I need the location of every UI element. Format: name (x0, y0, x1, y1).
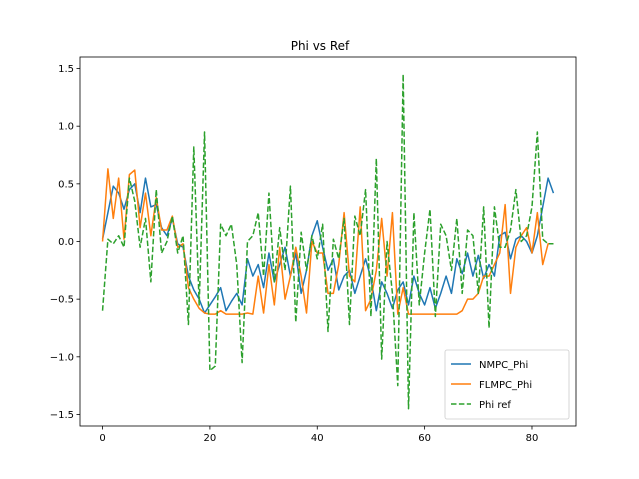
x-tick-label: 40 (311, 433, 324, 444)
axes: 0 20 40 60 80 −1.5 −1.0 −0.5 0.0 0.5 1.0 1.5 (50, 64, 539, 444)
y-tick-label: 0.0 (58, 237, 74, 248)
legend-label: FLMPC_Phi (479, 380, 532, 391)
x-tick-label: 80 (526, 433, 539, 444)
legend-label: NMPC_Phi (479, 360, 528, 371)
legend: NMPC_Phi FLMPC_Phi Phi ref (444, 349, 570, 420)
y-tick-label: 1.5 (58, 64, 74, 75)
x-tick-label: 60 (418, 433, 431, 444)
y-tick-label: −1.0 (50, 352, 74, 363)
y-tick-label: 1.0 (58, 122, 74, 133)
y-tick-label: −1.5 (50, 410, 74, 421)
plot-area (101, 73, 555, 410)
legend-label: Phi ref (479, 400, 511, 411)
series-line-phi-ref (101, 73, 554, 410)
y-tick-label: 0.5 (58, 179, 74, 190)
x-tick-label: 0 (99, 433, 105, 444)
chart-title: Phi vs Ref (291, 39, 350, 53)
x-tick-label: 20 (204, 433, 217, 444)
legend-box (444, 349, 570, 420)
y-tick-label: −0.5 (50, 295, 74, 306)
